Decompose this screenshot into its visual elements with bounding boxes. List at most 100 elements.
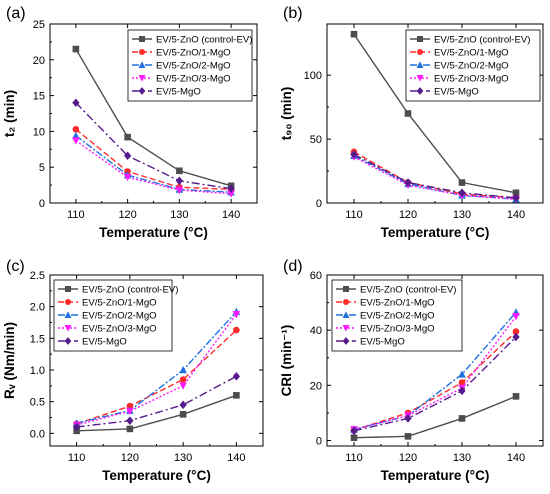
data-point — [232, 372, 241, 381]
data-point — [350, 150, 358, 159]
legend-label: EV/5-ZnO/2-MgO — [434, 61, 509, 72]
data-point — [512, 393, 520, 400]
data-point — [458, 415, 466, 422]
x-tick-label: 120 — [399, 209, 417, 221]
legend-label: EV/5-ZnO/2-MgO — [156, 61, 231, 72]
y-tick-label: 5 — [39, 162, 45, 174]
legend-label: EV/5-MgO — [156, 87, 201, 98]
legend-marker — [65, 299, 71, 305]
data-point — [458, 386, 466, 396]
x-axis-label: Temperature (°C) — [381, 225, 490, 240]
data-point — [512, 332, 520, 342]
y-tick-label: 2.5 — [30, 270, 45, 282]
series-line — [353, 395, 517, 439]
y-axis-label: t₉₀ (min) — [279, 87, 294, 140]
panel-label: (a) — [6, 5, 26, 22]
series-line — [76, 311, 237, 424]
data-point — [176, 167, 183, 175]
data-point — [72, 45, 80, 53]
data-point — [126, 416, 134, 425]
x-tick-label: 140 — [507, 209, 525, 221]
data-point — [232, 310, 241, 319]
series-line — [353, 315, 517, 431]
x-tick-label: 110 — [345, 452, 363, 464]
legend-marker — [64, 311, 72, 318]
legend-marker — [416, 61, 424, 68]
x-tick-label: 110 — [345, 209, 363, 221]
y-tick-label: 25 — [33, 19, 45, 31]
legend-marker — [416, 75, 424, 82]
y-tick-label: 0.5 — [30, 397, 45, 409]
legend-label: EV/5-ZnO (control-EV) — [156, 35, 253, 46]
y-tick-label: 50 — [310, 134, 322, 146]
data-point — [175, 186, 184, 195]
x-tick-label: 130 — [170, 209, 188, 221]
x-tick-label: 110 — [67, 209, 85, 221]
x-tick-label: 140 — [507, 452, 525, 464]
legend-label: EV/5-ZnO/2-MgO — [360, 311, 435, 322]
legend-label: EV/5-ZnO (control-EV) — [434, 35, 531, 46]
data-point — [227, 184, 235, 193]
x-tick-label: 110 — [68, 452, 86, 464]
x-axis-label: Temperature (°C) — [102, 468, 211, 483]
legend: EV/5-ZnO (control-EV) EV/5-ZnO/1-MgO EV/5-… — [405, 29, 541, 102]
y-axis-label: CRI (min⁻¹) — [279, 325, 294, 397]
data-point — [179, 376, 187, 383]
data-point — [126, 402, 134, 410]
y-axis-label: Rᵥ (Nm/min) — [2, 322, 17, 399]
data-point — [458, 179, 466, 186]
legend-label: EV/5-ZnO/3-MgO — [360, 324, 435, 335]
data-point — [124, 133, 131, 141]
y-tick-label: 0 — [39, 198, 45, 210]
data-point — [179, 366, 187, 374]
y-tick-label: 0 — [316, 198, 322, 210]
data-point — [512, 313, 520, 321]
data-point — [72, 98, 80, 108]
panel-d: (d) 110 120 130 140 0 20 40 60 Temperature (°C) CR… — [279, 258, 544, 483]
legend-label: EV/5-ZnO/2-MgO — [82, 311, 157, 322]
data-point — [350, 434, 358, 442]
series-line — [76, 329, 237, 425]
legend-label: EV/5-ZnO (control-EV) — [360, 285, 457, 296]
legend-marker — [343, 286, 349, 292]
y-tick-label: 20 — [310, 380, 322, 392]
data-point — [458, 370, 466, 378]
x-tick-label: 130 — [453, 209, 471, 221]
legend-marker — [417, 49, 423, 55]
data-point — [227, 190, 235, 198]
series-line — [353, 156, 517, 200]
y-tick-label: 0 — [316, 435, 322, 447]
series-line — [353, 151, 517, 199]
series-line — [353, 311, 517, 431]
series-line — [75, 102, 232, 190]
legend-marker — [139, 49, 145, 55]
legend-marker — [343, 299, 349, 305]
legend-marker — [138, 61, 146, 68]
data-point — [512, 328, 520, 335]
legend-label: EV/5-ZnO/1-MgO — [434, 48, 509, 59]
x-tick-label: 120 — [118, 209, 136, 221]
legend-marker — [64, 325, 72, 332]
legend: EV/5-ZnO (control-EV) EV/5-ZnO/1-MgO EV/5-… — [53, 279, 179, 352]
series-line — [75, 48, 232, 187]
y-tick-label: 100 — [304, 70, 322, 82]
y-tick-label: 20 — [33, 55, 45, 67]
data-point — [512, 189, 520, 197]
series-line — [75, 128, 232, 191]
x-axis-label: Temperature (°C) — [381, 468, 490, 483]
series-line — [353, 331, 517, 431]
data-point — [123, 173, 132, 182]
data-point — [179, 382, 187, 390]
data-point — [72, 131, 80, 139]
data-point — [126, 425, 134, 433]
legend-label: EV/5-MgO — [360, 337, 405, 348]
data-point — [72, 125, 80, 133]
legend-marker — [342, 337, 350, 345]
legend-marker — [65, 286, 71, 292]
data-point — [350, 426, 358, 436]
data-point — [404, 110, 412, 117]
series-line — [76, 394, 237, 432]
legend-marker — [417, 36, 423, 42]
x-axis-label: Temperature (°C) — [99, 225, 208, 240]
legend-label: EV/5-ZnO/1-MgO — [82, 298, 157, 309]
